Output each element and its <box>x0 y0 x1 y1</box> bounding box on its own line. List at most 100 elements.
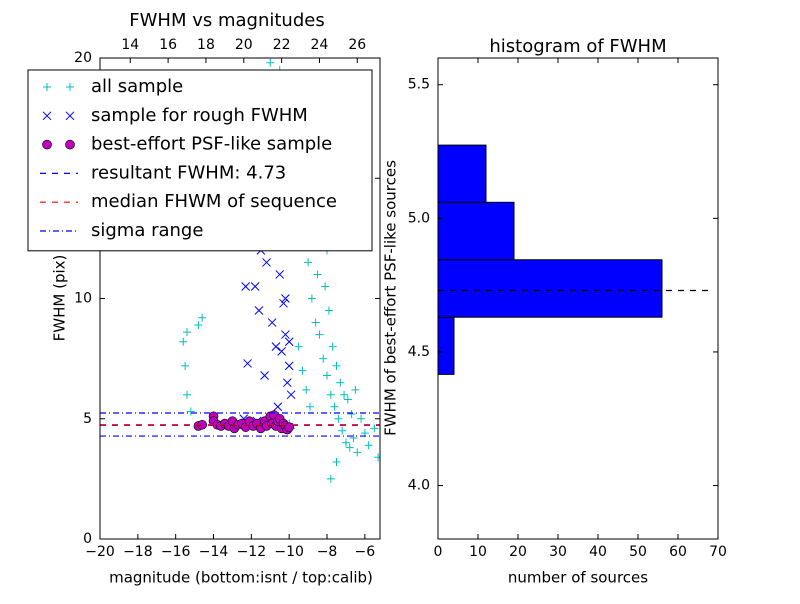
x-tick-label: 60 <box>669 544 687 560</box>
plus-marker <box>349 433 358 442</box>
left-x-label: magnitude (bottom:isnt / top:calib) <box>109 569 373 587</box>
plus-marker <box>326 474 335 483</box>
plus-marker <box>302 385 311 394</box>
plus-marker <box>351 385 360 394</box>
plus-marker <box>298 366 307 375</box>
x2-tick-label: 18 <box>197 37 215 53</box>
plus-marker <box>357 414 366 423</box>
plus-marker <box>326 390 335 399</box>
plus-marker <box>198 313 207 322</box>
legend-label: sample for rough FWHM <box>91 105 308 126</box>
x-marker <box>279 298 288 308</box>
plus-marker <box>294 342 303 351</box>
left-title: FWHM vs magnitudes <box>129 10 324 31</box>
plus-marker <box>183 328 192 337</box>
plus-marker <box>307 294 316 303</box>
x-marker <box>243 359 252 368</box>
x-marker <box>271 342 281 351</box>
plus-marker <box>345 443 354 452</box>
plus-marker <box>66 83 74 91</box>
x-tick-label: 0 <box>434 544 443 560</box>
legend: all sample sample for rough FWHM best-effo… <box>27 69 373 252</box>
plus-marker <box>313 270 322 279</box>
x-marker <box>273 402 283 412</box>
x2-tick-label: 26 <box>348 37 366 53</box>
x-marker <box>267 318 277 327</box>
plus-marker <box>353 448 362 457</box>
right-axes-frame <box>437 57 719 540</box>
plus-marker <box>343 395 352 404</box>
x-tick-label: 10 <box>469 544 487 560</box>
plus-marker <box>324 306 333 315</box>
x-tick-label: 20 <box>509 544 527 560</box>
legend-label: best-effort PSF-like sample <box>91 134 332 155</box>
plus-marker <box>323 371 332 380</box>
plus-marker <box>179 337 188 346</box>
x-tick-label: −16 <box>161 544 191 560</box>
plus-marker <box>330 402 339 411</box>
x-marker <box>281 294 290 303</box>
hist-bar <box>437 316 455 375</box>
y-tick-label: 10 <box>74 291 92 307</box>
plus-marker <box>364 441 373 450</box>
plus-marker <box>328 342 337 351</box>
circle-marker <box>42 139 52 150</box>
x-marker <box>250 282 260 291</box>
x-marker <box>241 282 251 291</box>
x2-tick-label: 24 <box>311 37 329 53</box>
x-marker <box>65 111 75 121</box>
plus-marker <box>336 378 345 387</box>
x-marker <box>275 270 285 279</box>
legend-label: median FHWM of sequence <box>91 191 337 212</box>
axes: −20 −18 −16 −14 −12 −10 −8 −6 14 16 18 20 22 24 26 0 5 10… <box>74 37 727 560</box>
x-marker <box>260 371 269 380</box>
plus-marker <box>332 458 341 467</box>
x2-tick-label: 14 <box>121 37 139 53</box>
x-marker <box>282 378 292 388</box>
circle-marker <box>65 139 75 150</box>
y-tick-label: 20 <box>74 50 92 66</box>
y-tick-label: 5.5 <box>408 77 430 93</box>
plus-marker <box>370 424 379 433</box>
legend-label: sigma range <box>91 220 203 241</box>
plus-marker <box>347 409 356 418</box>
plus-marker <box>315 330 324 339</box>
x-tick-label: −18 <box>123 544 153 560</box>
x-tick-label: 50 <box>629 544 647 560</box>
plus-marker <box>304 258 313 267</box>
y-tick-label: 4.0 <box>408 478 430 494</box>
plus-marker <box>311 318 320 327</box>
x-marker <box>284 361 294 371</box>
plus-marker <box>321 282 330 291</box>
hist-bar <box>437 201 515 261</box>
x2-tick-label: 20 <box>235 37 253 53</box>
left-y-label: FWHM (pix) <box>51 255 69 342</box>
plus-marker <box>43 83 51 91</box>
circle-marker <box>284 422 294 432</box>
plus-marker <box>183 390 192 399</box>
x-tick-label: −12 <box>237 544 267 560</box>
left-plot-area <box>100 58 380 483</box>
x-marker <box>286 390 296 400</box>
x-marker <box>42 111 52 121</box>
x-tick-label: −10 <box>274 544 304 560</box>
plus-marker <box>266 58 275 67</box>
y-tick-label: 0 <box>83 531 92 547</box>
plus-marker <box>306 402 314 411</box>
hist-bar <box>437 144 487 203</box>
plus-marker <box>340 390 349 399</box>
legend-label: resultant FWHM: 4.73 <box>91 162 286 183</box>
y-tick-label: 4.5 <box>408 344 430 360</box>
legend-label: all sample <box>91 76 183 97</box>
right-x-label: number of sources <box>508 569 648 587</box>
y-tick-label: 5.0 <box>408 210 430 226</box>
right-y-label: FWHM of best-effort PSF-like sources <box>382 160 400 436</box>
x2-tick-label: 16 <box>159 37 177 53</box>
plus-marker <box>334 414 343 423</box>
plus-marker <box>338 426 347 435</box>
plus-marker <box>341 438 350 447</box>
plus-marker <box>186 407 195 416</box>
x-marker <box>281 330 290 339</box>
right-plot-area <box>437 144 710 375</box>
